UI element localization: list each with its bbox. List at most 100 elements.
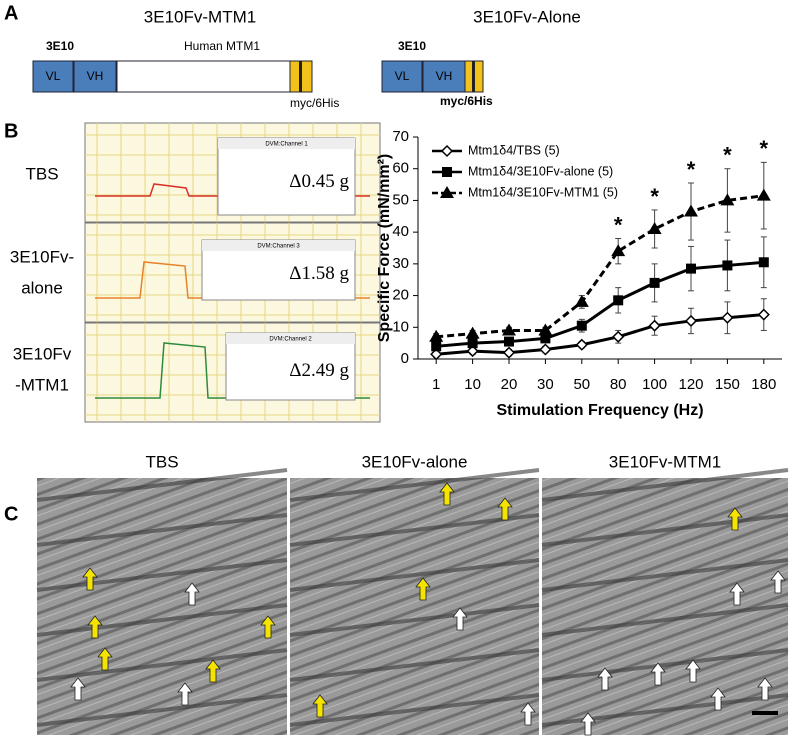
delta-value: Δ2.49 g — [289, 360, 349, 381]
arrow — [82, 567, 98, 591]
point — [502, 346, 516, 359]
arrow — [415, 577, 431, 601]
z-line-band — [541, 558, 789, 592]
vh-domain — [73, 60, 117, 93]
point — [757, 308, 770, 321]
significance-marker: * — [650, 184, 659, 209]
y-tick-label: 0 — [401, 350, 409, 367]
z-line-band — [36, 693, 288, 727]
y-axis-label: Specific Force (mN/mm²) — [376, 154, 393, 342]
dvm-title: DVM:Channel 1 — [265, 142, 308, 148]
arrow — [727, 507, 743, 531]
x-tick-label: 100 — [642, 376, 667, 393]
arrow — [685, 659, 701, 683]
point — [611, 244, 626, 257]
point — [684, 204, 698, 217]
point — [442, 167, 452, 177]
x-tick-label: 150 — [715, 376, 740, 393]
panel-label: A — [4, 2, 18, 24]
construct-title: 3E10Fv-Alone — [473, 7, 581, 26]
delta-value: Δ0.45 g — [289, 171, 349, 192]
panel-label: B — [4, 120, 18, 142]
arrow — [312, 694, 328, 718]
point — [429, 329, 444, 342]
arrow — [770, 570, 786, 594]
point — [722, 260, 733, 271]
legend-label: Mtm1δ4/TBS (5) — [468, 143, 560, 157]
force-chart: 0 10 20 30 40 50 60 70 1 10 20 30 50 80 100 120 150 180 St… — [376, 128, 782, 419]
tag-label: myc/6His — [290, 96, 339, 110]
domain-label: VL — [395, 69, 410, 83]
z-line-band — [541, 513, 789, 547]
point — [502, 323, 516, 336]
dvm-titlebar — [202, 240, 355, 251]
y-tick-label: 10 — [392, 318, 409, 335]
z-line-band — [289, 468, 540, 502]
point — [539, 343, 552, 356]
arrow — [580, 712, 596, 736]
point — [430, 348, 443, 361]
z-line-band — [36, 468, 288, 502]
point — [540, 333, 551, 344]
dvm-titlebar — [218, 138, 355, 149]
point — [686, 263, 696, 274]
point — [647, 221, 662, 234]
tag-stripe — [472, 61, 475, 92]
trace-label: -MTM1 — [15, 375, 69, 394]
x-tick-label: 1 — [432, 376, 440, 393]
z-line-band — [289, 648, 540, 682]
z-line-band — [289, 558, 540, 592]
x-tick-label: 20 — [501, 376, 518, 393]
z-line-band — [289, 513, 540, 547]
significance-marker: * — [723, 143, 732, 168]
z-line-band — [541, 468, 789, 502]
arrow — [757, 677, 773, 701]
construct-diagrams: 3E10Fv-MTM1 3E10Fv-Alone 3E10 Human MTM1… — [32, 7, 581, 110]
significance-marker: * — [687, 157, 696, 182]
trace-label: alone — [21, 278, 63, 297]
point — [720, 193, 735, 206]
x-tick-label: 10 — [464, 376, 481, 393]
arrow — [497, 497, 513, 521]
arrow — [452, 607, 468, 631]
micrographs: TBS 3E10Fv-alone 3E10Fv-MTM1 — [36, 452, 789, 736]
point — [576, 320, 587, 331]
arrow — [729, 582, 745, 606]
significance-marker: * — [614, 212, 623, 237]
significance-marker: * — [760, 136, 769, 161]
z-line-band — [36, 648, 288, 682]
micrograph-title: TBS — [145, 452, 178, 471]
point — [467, 338, 478, 349]
z-line-band — [541, 648, 789, 682]
construct-title: 3E10Fv-MTM1 — [144, 7, 256, 26]
arrow — [205, 659, 221, 683]
y-tick-label: 30 — [392, 255, 409, 272]
point — [574, 294, 589, 307]
micrograph-title: 3E10Fv-MTM1 — [609, 452, 721, 471]
arrow — [597, 667, 613, 691]
dvm-window — [225, 332, 356, 401]
x-tick-label: 30 — [537, 376, 554, 393]
arrow — [70, 677, 86, 701]
antibody-label: 3E10 — [46, 39, 74, 53]
trace-label: TBS — [25, 164, 58, 183]
x-axis-label: Stimulation Frequency (Hz) — [496, 402, 703, 419]
micrograph — [37, 478, 287, 735]
arrow — [650, 662, 666, 686]
x-tick-label: 120 — [678, 376, 703, 393]
point — [612, 330, 625, 343]
panel-label: C — [4, 503, 18, 525]
dvm-window — [217, 137, 356, 216]
series-line — [436, 260, 764, 348]
legend-label: Mtm1δ4/3E10Fv-alone (5) — [468, 164, 613, 178]
point — [648, 319, 661, 332]
arrow — [87, 615, 103, 639]
point — [756, 188, 771, 201]
arrow — [710, 687, 726, 711]
arrow — [520, 702, 536, 726]
y-tick-label: 70 — [392, 128, 409, 145]
x-tick-label: 180 — [751, 376, 776, 393]
vl-domain — [32, 60, 74, 93]
domain-label: VH — [87, 69, 104, 83]
